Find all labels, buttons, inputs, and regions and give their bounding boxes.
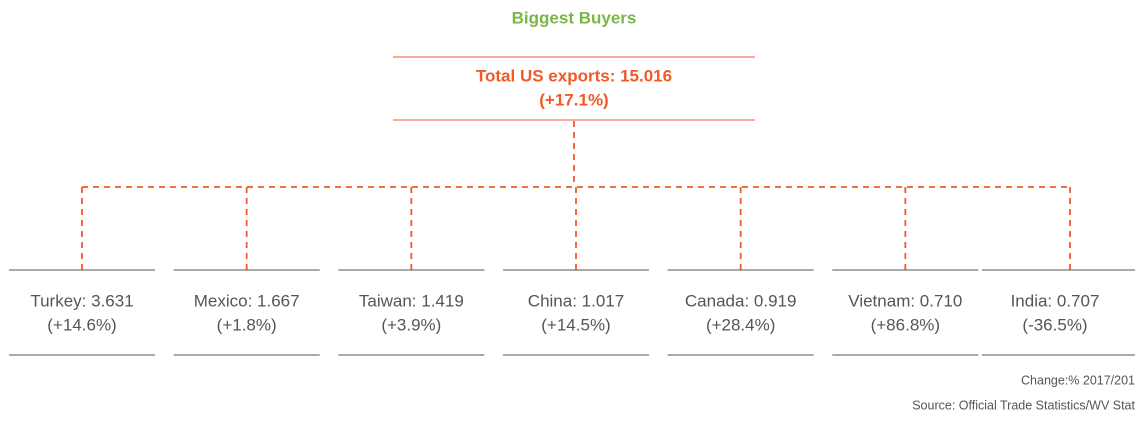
diagram-title: Biggest Buyers [512,8,637,27]
footnote: Change:% 2017/201 [1021,373,1135,387]
node-label: (+14.5%) [541,315,610,334]
connector [82,121,1070,188]
node-label: Vietnam: 0.710 [848,291,962,310]
node-label: (+86.8%) [871,315,940,334]
footnote: Source: Official Trade Statistics/WV Sta… [912,398,1135,412]
node-label: Turkey: 3.631 [30,291,133,310]
node-label: (+3.9%) [381,315,441,334]
node-label: India: 0.707 [1011,291,1100,310]
node-label: (-36.5%) [1022,315,1087,334]
node-label: Taiwan: 1.419 [359,291,464,310]
node-label: (+28.4%) [706,315,775,334]
node-label: Canada: 0.919 [685,291,797,310]
root-label: Total US exports: 15.016 [476,66,672,85]
node-label: China: 1.017 [528,291,624,310]
root-label: (+17.1%) [539,90,608,109]
node-label: Mexico: 1.667 [194,291,300,310]
node-label: (+1.8%) [217,315,277,334]
node-label: (+14.6%) [47,315,116,334]
